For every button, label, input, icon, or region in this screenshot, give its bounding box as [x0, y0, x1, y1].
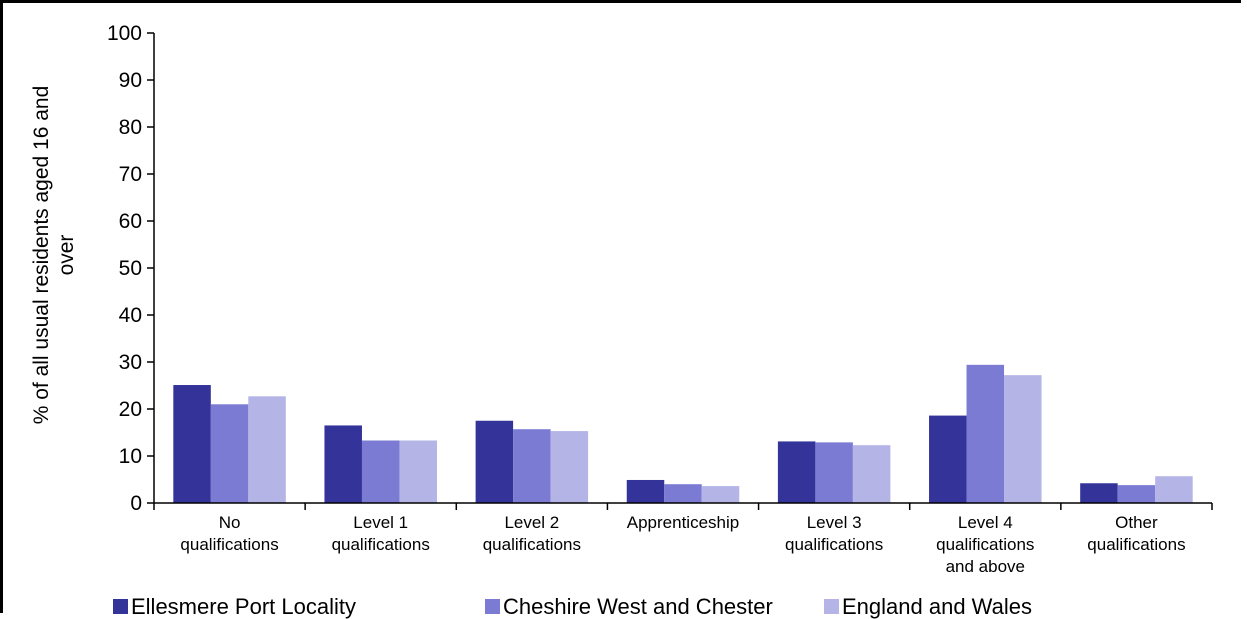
legend-swatch [824, 599, 839, 614]
x-category-label: and above [946, 557, 1025, 576]
y-tick-label: 50 [119, 257, 142, 280]
bar [852, 445, 891, 503]
x-category-label: Level 4 [958, 513, 1013, 532]
x-category-label: qualifications [332, 535, 430, 554]
x-category-labels: No qualifications Level 1 qualifications Lev… [180, 513, 1185, 576]
x-category-label: Apprenticeship [627, 513, 739, 532]
y-tick-label: 100 [107, 22, 142, 45]
x-category-label: Level 1 [353, 513, 408, 532]
bar [701, 486, 740, 503]
bar [361, 440, 400, 503]
bar [1117, 485, 1156, 503]
x-category-label: qualifications [785, 535, 883, 554]
legend: Ellesmere Port Locality Cheshire West and… [113, 594, 1032, 619]
bar [929, 415, 967, 503]
bar [664, 484, 702, 503]
bar [550, 431, 589, 503]
y-ticks: 0 10 20 30 40 50 60 70 80 90 100 [107, 22, 154, 515]
bar [777, 441, 816, 503]
x-category-label: qualifications [936, 535, 1034, 554]
x-category-label: qualifications [483, 535, 581, 554]
bar [815, 442, 853, 503]
x-category-label: Other [1115, 513, 1158, 532]
legend-label: Cheshire West and Chester [503, 594, 773, 619]
bar [1004, 375, 1042, 503]
bar [324, 425, 362, 503]
bar [1155, 476, 1193, 503]
y-tick-label: 70 [119, 163, 142, 186]
bar [399, 440, 437, 503]
x-category-label: No [219, 513, 241, 532]
legend-label: Ellesmere Port Locality [131, 594, 356, 619]
legend-swatch [113, 599, 128, 614]
bar [173, 385, 211, 503]
legend-swatch [485, 599, 500, 614]
y-tick-label: 30 [119, 351, 142, 374]
y-tick-label: 40 [119, 304, 142, 327]
y-axis-label-line-2: over [55, 235, 78, 276]
bar [626, 479, 665, 503]
y-tick-label: 20 [119, 398, 142, 421]
bar [966, 364, 1005, 503]
y-tick-label: 0 [130, 492, 142, 515]
bar [210, 404, 249, 503]
y-axis-label: % of all usual residents aged 16 and ove… [30, 86, 78, 425]
y-axis-label-line-1: % of all usual residents aged 16 and [30, 86, 53, 425]
x-category-label: Level 2 [504, 513, 559, 532]
x-category-label: Level 3 [807, 513, 862, 532]
x-category-label: qualifications [1087, 535, 1185, 554]
legend-label: England and Wales [842, 594, 1032, 619]
bars [173, 364, 1193, 503]
y-tick-label: 60 [119, 210, 142, 233]
y-tick-label: 80 [119, 116, 142, 139]
bar [248, 396, 286, 503]
bar [475, 420, 514, 503]
y-tick-label: 10 [119, 445, 142, 468]
x-category-label: qualifications [180, 535, 278, 554]
y-tick-label: 90 [119, 69, 142, 92]
bar [1080, 483, 1118, 503]
bar [513, 429, 551, 503]
axes [153, 33, 1213, 510]
